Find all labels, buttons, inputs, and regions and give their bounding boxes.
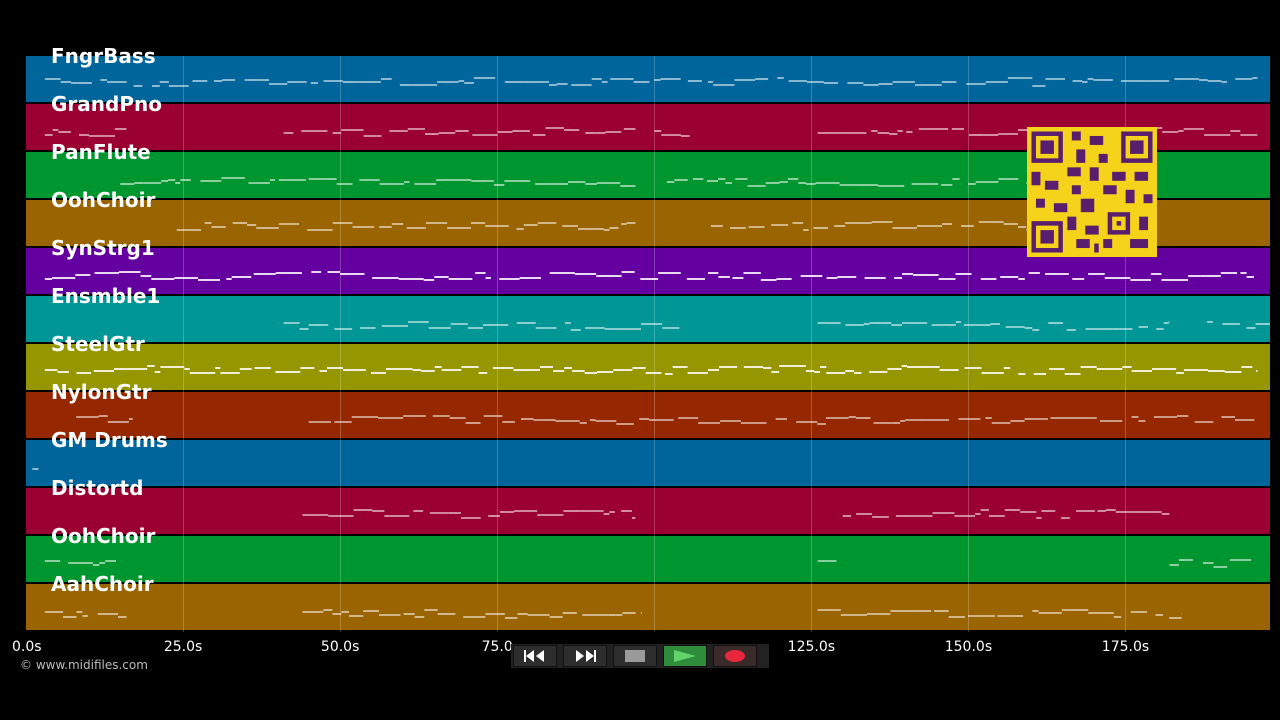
rewind-icon <box>524 650 544 662</box>
note-track <box>44 77 1258 87</box>
record-icon <box>725 650 745 662</box>
time-tick-label: 25.0s <box>163 639 203 655</box>
time-tick-label: 50.0s <box>320 639 360 655</box>
play-icon <box>674 650 696 662</box>
time-tick-label: 75.0 <box>481 639 513 655</box>
track-name: AahChoir <box>51 572 154 596</box>
time-tick-label: 150.0s <box>944 639 993 655</box>
note-track <box>32 468 39 470</box>
time-tick-label: 0.0s <box>12 639 42 655</box>
track-lane[interactable]: NylonGtr <box>26 380 1270 438</box>
track-name: SteelGtr <box>51 332 145 356</box>
note-track <box>302 509 1170 519</box>
fast-forward-button[interactable] <box>563 645 607 667</box>
time-gridline <box>968 56 970 632</box>
time-gridline <box>340 56 342 632</box>
track-lane[interactable]: FngrBass <box>26 44 1270 102</box>
record-button[interactable] <box>713 645 757 667</box>
time-tick-label: 125.0s <box>787 639 836 655</box>
track-name: GrandPno <box>51 92 162 116</box>
time-gridline <box>1125 56 1127 632</box>
note-track <box>44 271 1255 281</box>
time-gridline <box>183 56 185 632</box>
track-name: PanFlute <box>51 140 151 164</box>
time-gridline <box>654 56 656 632</box>
transport-controls <box>511 644 769 668</box>
track-name: NylonGtr <box>51 380 152 404</box>
rewind-button[interactable] <box>513 645 557 667</box>
time-gridline <box>811 56 813 632</box>
track-lane[interactable]: Ensmble1 <box>26 284 1270 342</box>
note-track <box>44 559 1252 568</box>
track-name: Distortd <box>51 476 144 500</box>
track-name: GM Drums <box>51 428 168 452</box>
note-track <box>44 609 1183 619</box>
track-name: Ensmble1 <box>51 284 161 308</box>
track-name: FngrBass <box>51 44 156 68</box>
track-lane[interactable]: Distortd <box>26 476 1270 534</box>
track-name: OohChoir <box>51 188 156 212</box>
time-gridline <box>497 56 499 632</box>
track-lane[interactable]: SynStrg1 <box>26 236 1270 294</box>
fast-forward-icon <box>576 650 596 662</box>
stop-button[interactable] <box>613 645 657 667</box>
track-name: SynStrg1 <box>51 236 155 260</box>
time-tick-label: 175.0s <box>1101 639 1150 655</box>
track-name: OohChoir <box>51 524 156 548</box>
track-lane[interactable]: OohChoir <box>26 524 1270 582</box>
copyright-text: © www.midifiles.com <box>20 658 148 672</box>
qr-code-icon[interactable] <box>1027 127 1157 257</box>
stop-icon <box>625 650 645 662</box>
note-track <box>76 415 1255 425</box>
note-track <box>44 365 1258 375</box>
track-lane[interactable]: AahChoir <box>26 572 1270 630</box>
track-lane[interactable]: GM Drums <box>26 428 1270 486</box>
track-lane[interactable]: SteelGtr <box>26 332 1270 390</box>
note-track <box>283 321 1270 331</box>
play-button[interactable] <box>663 645 707 667</box>
